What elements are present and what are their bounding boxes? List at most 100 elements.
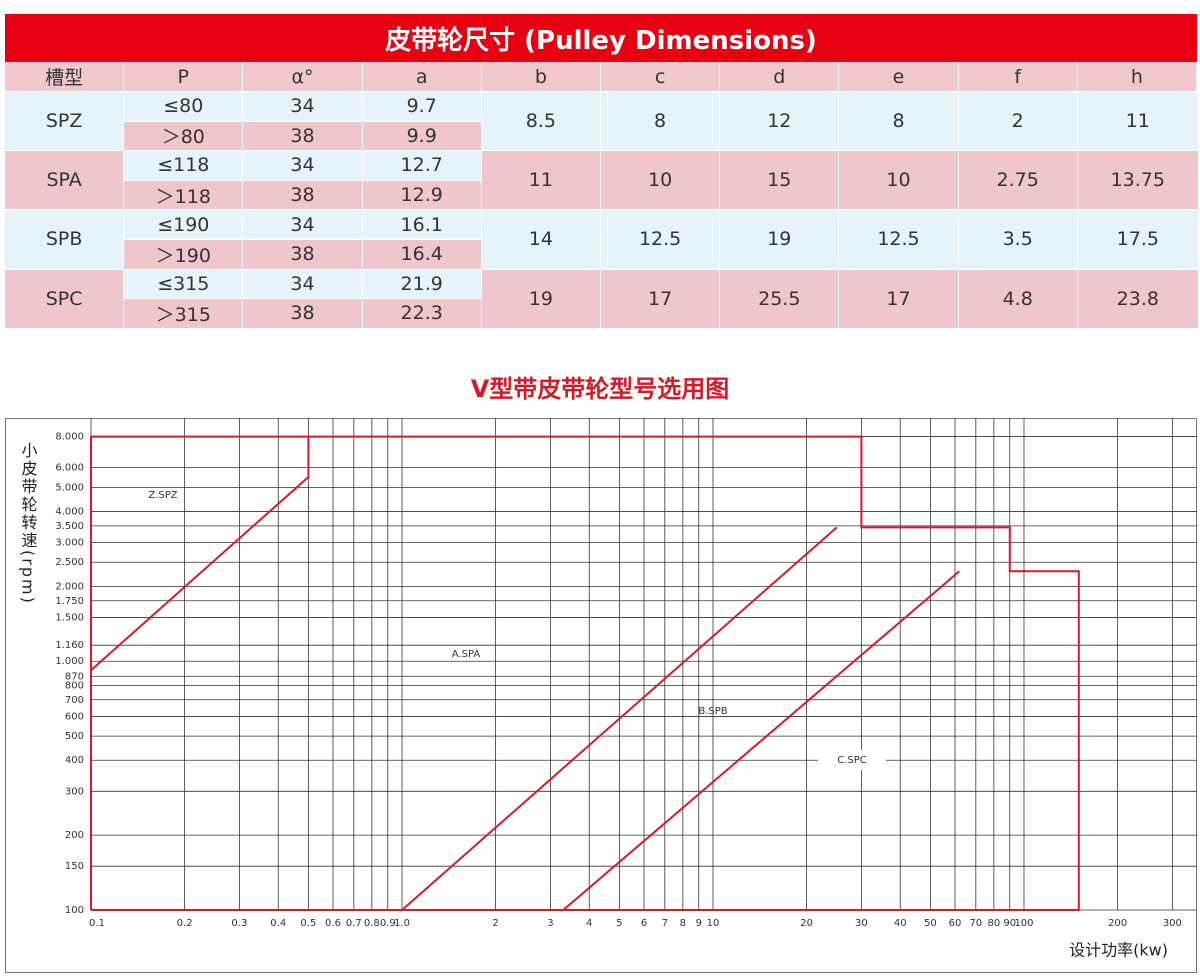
row-cell: 22.3 [362, 299, 482, 329]
header-cell: c [601, 62, 721, 92]
shared-cell: 13.75 [1077, 151, 1199, 211]
boundary-line [401, 526, 838, 911]
x-tick-label: 40 [894, 918, 907, 929]
y-tick-label: 4.000 [55, 506, 84, 517]
shared-cell: 11 [1077, 92, 1199, 152]
y-tick-label: 500 [65, 731, 84, 742]
x-tick-label: 0.6 [325, 918, 341, 929]
x-tick-label: 3 [547, 918, 553, 929]
shared-cell: 8.5 [481, 92, 601, 152]
chart: V型带皮带轮型号选用图 0.1 0.2 0.3 0.4 0.5 0.6 0.7 0.8 0.91… [5, 375, 1197, 973]
row-cell: 34 [243, 151, 363, 181]
x-tick-label: 30 [855, 918, 868, 929]
x-tick-label: 0.5 [300, 918, 316, 929]
row-cell: 9.7 [362, 92, 482, 122]
x-tick-label: 4 [586, 918, 592, 929]
header-cell: f [958, 62, 1078, 92]
y-tick-label: 1.000 [55, 656, 84, 667]
y-tick-label: 2.000 [55, 581, 84, 592]
row-cell: 34 [243, 210, 363, 240]
row-cell: ＞80 [124, 121, 244, 152]
shared-cell: 2 [958, 92, 1078, 152]
row-cell: ≤80 [124, 92, 244, 122]
row-cell: ≤190 [124, 210, 244, 240]
shared-cell: 25.5 [720, 269, 840, 329]
x-tick-label: 80 [987, 918, 1000, 929]
y-tick-label: 200 [65, 830, 84, 841]
y-tick-label: 3.500 [55, 521, 84, 532]
shared-cell: 8 [601, 92, 721, 152]
shared-cell: 3.5 [958, 210, 1078, 270]
shared-cell: 11 [481, 151, 601, 211]
shared-cell: 17 [839, 269, 959, 329]
shared-cell: 10 [601, 151, 721, 211]
row-cell: ≤118 [124, 151, 244, 181]
x-tick-label: 10 [707, 918, 720, 929]
row-cell: 21.9 [362, 269, 482, 300]
shared-cell: 4.8 [958, 269, 1078, 329]
y-tick-label: 700 [65, 695, 84, 706]
y-tick-label: 870 [65, 671, 84, 682]
x-tick-label: 0.9 [380, 918, 396, 929]
group-name: SPZ [5, 92, 125, 152]
region-label: A.SPA [452, 649, 481, 660]
x-tick-label: 100 [1014, 918, 1033, 929]
boundary-line [562, 570, 961, 911]
x-tick-label: 50 [924, 918, 937, 929]
row-cell: ＞118 [124, 180, 244, 211]
x-tick-label: 1.0 [394, 918, 410, 929]
label-background [818, 750, 886, 770]
y-tick-label: 5.000 [55, 482, 84, 493]
shared-cell: 8 [839, 92, 959, 152]
y-tick-label: 600 [65, 711, 84, 722]
header-cell: e [839, 62, 959, 92]
x-tick-label: 0.4 [270, 918, 286, 929]
x-tick-label: 7 [662, 918, 668, 929]
y-tick-label: 6.000 [55, 463, 84, 474]
shared-cell: 15 [720, 151, 840, 211]
table-title: 皮带轮尺寸 (Pulley Dimensions) [5, 14, 1197, 62]
row-cell: 12.9 [362, 180, 482, 211]
header-cell: 槽型 [5, 62, 125, 92]
shared-cell: 12.5 [601, 210, 721, 270]
row-cell: 38 [243, 299, 363, 329]
shared-cell: 12.5 [839, 210, 959, 270]
row-cell: 34 [243, 269, 363, 300]
shared-cell: 14 [481, 210, 601, 270]
x-tick-label: 200 [1108, 918, 1127, 929]
header-cell: d [720, 62, 840, 92]
x-tick-label: 0.2 [177, 918, 193, 929]
region-label: B.SPB [698, 706, 727, 717]
header-cell: α° [243, 62, 363, 92]
x-axis-label: 设计功率(kw) [1069, 941, 1168, 960]
x-tick-label: 0.8 [364, 918, 380, 929]
region-label: Z.SPZ [148, 490, 177, 501]
header-cell: h [1077, 62, 1197, 92]
group-name: SPB [5, 210, 125, 270]
x-tick-label: 6 [641, 918, 647, 929]
x-tick-label: 300 [1163, 918, 1182, 929]
shared-cell: 17 [601, 269, 721, 329]
row-cell: 38 [243, 180, 363, 211]
y-tick-label: 1.160 [55, 640, 84, 651]
shared-cell: 10 [839, 151, 959, 211]
x-tick-label: 90 [1003, 918, 1016, 929]
row-cell: 16.4 [362, 240, 482, 270]
group-name: SPA [5, 151, 125, 211]
y-tick-label: 8.000 [55, 432, 84, 443]
group-name: SPC [5, 269, 125, 329]
x-tick-label: 20 [800, 918, 813, 929]
y-tick-label: 100 [65, 905, 84, 916]
row-cell: ≤315 [124, 269, 244, 300]
row-cell: 12.7 [362, 151, 482, 181]
y-tick-label: 300 [65, 786, 84, 797]
shared-cell: 23.8 [1077, 269, 1199, 329]
header-cell: b [481, 62, 601, 92]
row-cell: 38 [243, 240, 363, 270]
y-tick-label: 1.750 [55, 596, 84, 607]
x-tick-label: 70 [969, 918, 982, 929]
x-tick-label: 60 [949, 918, 962, 929]
row-cell: 16.1 [362, 210, 482, 240]
